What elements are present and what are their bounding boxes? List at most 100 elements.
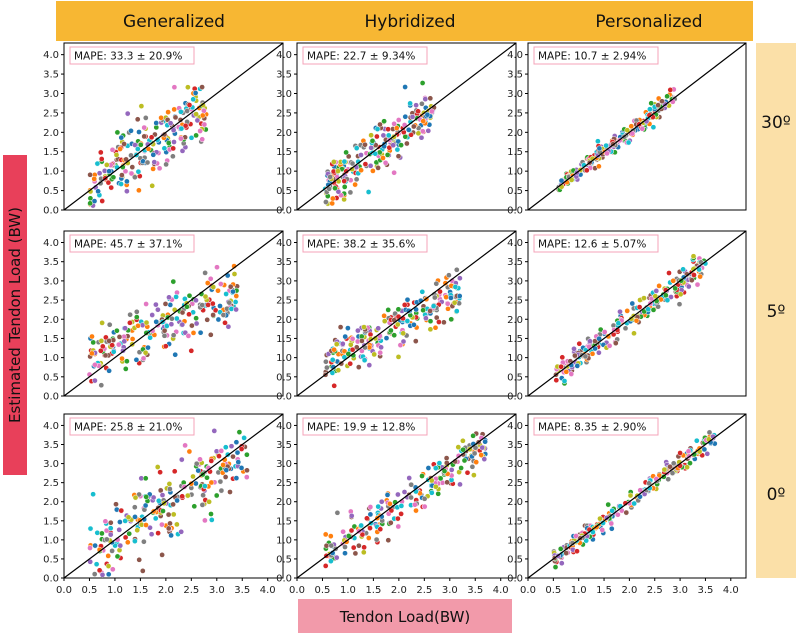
data-point [207,331,214,338]
x-tick-label: 1.0 [340,585,356,596]
data-point [693,437,700,444]
identity-line [296,230,517,397]
mape-label: MAPE: 10.7 ± 2.94% [538,51,646,63]
data-point [670,460,677,467]
data-point [241,435,247,441]
data-point [424,111,431,118]
data-point [190,96,197,103]
data-point [186,292,193,299]
data-point [107,519,114,526]
y-tick-label: 0.5 [507,186,523,197]
data-point [367,162,374,169]
data-point [202,270,208,276]
data-point [615,320,622,327]
data-point [347,341,354,348]
data-point [427,326,434,333]
data-point [204,280,211,286]
data-point [382,159,389,166]
data-point [629,300,636,307]
data-point [670,277,677,284]
data-point [158,114,164,121]
mape-box [533,417,659,436]
data-point [331,159,337,165]
data-point [217,478,224,485]
data-point [442,280,449,286]
data-point [552,564,559,570]
data-point [220,312,227,318]
y-axis-title: Estimated Tendon Load (BW) [6,207,24,423]
data-point [444,300,451,307]
mape-box [69,234,195,253]
data-point [419,80,426,86]
data-point [427,308,433,314]
identity-line [527,42,747,211]
data-point [124,178,130,185]
data-point [184,303,190,310]
data-point [395,354,402,360]
data-point [349,166,355,173]
data-point [129,164,136,170]
data-point [415,130,422,137]
data-point [362,141,368,148]
data-point [608,525,615,532]
data-point [218,487,225,494]
data-point [587,338,593,345]
data-point [127,319,133,326]
data-point [367,525,373,531]
data-point [131,504,138,511]
data-point [199,84,205,90]
data-point [427,95,434,102]
data-point [558,560,565,567]
data-point [122,518,129,524]
data-point [347,360,354,367]
y-tick-label: 2.0 [43,315,59,326]
data-point [400,330,407,337]
row-header-band [756,43,796,578]
data-point [408,481,415,488]
data-point [470,432,476,439]
y-tick-label: 1.0 [507,535,523,546]
data-point [460,437,466,444]
data-point [391,332,398,339]
data-point [87,171,93,178]
data-point [188,134,195,141]
data-point [563,368,570,375]
data-point [596,145,603,152]
data-point [114,553,121,560]
data-point [136,129,142,135]
y-tick-label: 2.0 [276,315,292,326]
data-point [107,525,114,532]
y-tick-label: 1.0 [276,535,292,546]
data-point [97,347,104,354]
data-point [558,177,565,184]
data-point [323,199,329,205]
data-point [385,126,391,133]
data-point [333,341,340,348]
data-point [135,322,141,329]
identity-line [527,413,747,579]
y-tick-label: 1.5 [276,516,292,527]
y-tick-label: 3.0 [507,276,523,287]
y-tick-label: 2.0 [507,497,523,508]
data-point [172,351,179,358]
data-point [337,324,344,330]
data-point [574,363,581,369]
data-point [185,333,192,339]
data-point [226,299,233,306]
data-point [140,355,147,362]
y-tick-label: 2.5 [507,478,523,489]
y-tick-label: 1.5 [507,334,523,345]
mape-box [533,46,659,65]
data-point [402,113,409,120]
data-point [384,152,391,158]
data-point [455,444,462,450]
data-point [188,347,195,354]
data-point [186,311,192,318]
data-point [147,524,153,531]
y-tick-label: 2.0 [43,128,59,139]
data-point [400,338,407,345]
data-point [421,495,428,502]
data-point [407,100,413,107]
data-point [350,544,357,551]
data-point [141,133,148,140]
